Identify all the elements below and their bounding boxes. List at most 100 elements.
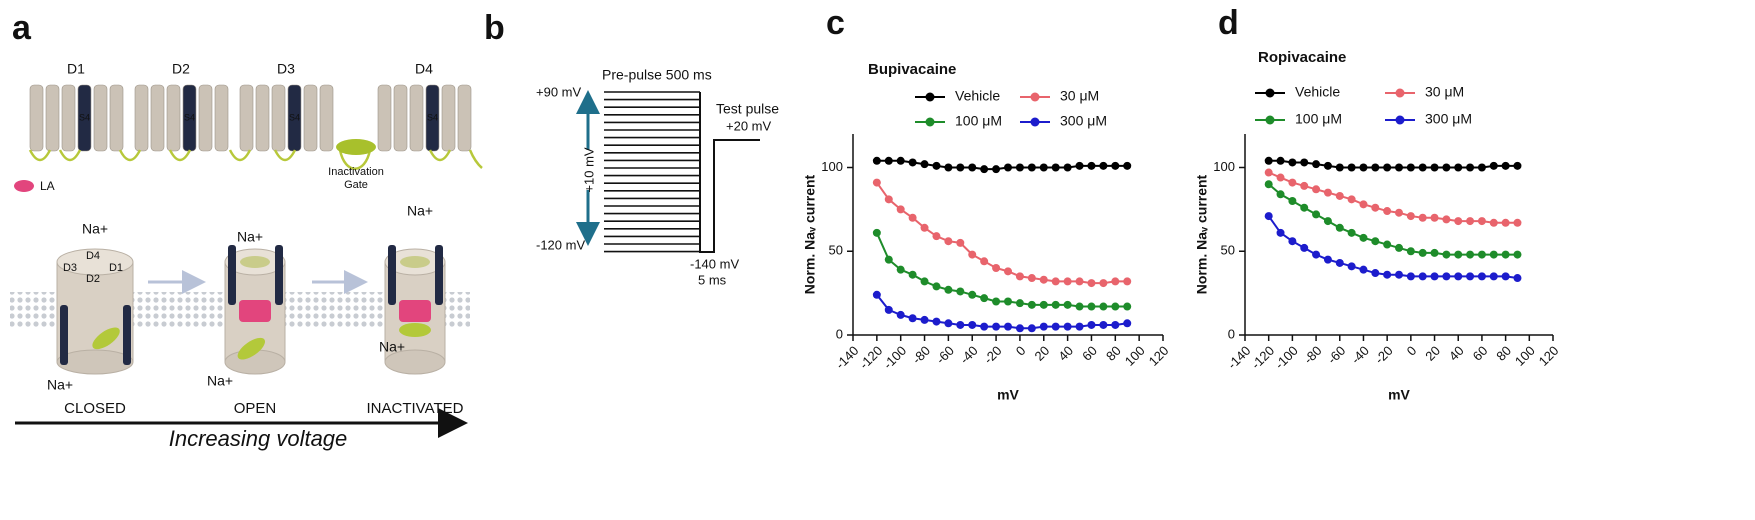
data-point: [1015, 324, 1024, 333]
s4-helix: [425, 84, 440, 152]
test-pulse-label: +20 mV: [726, 118, 771, 133]
data-point: [956, 320, 965, 329]
data-point: [968, 290, 977, 299]
data-point: [1087, 302, 1096, 311]
data-point: [1323, 255, 1332, 264]
data-point: [1513, 161, 1522, 170]
helix: [134, 84, 149, 152]
data-point: [1099, 302, 1108, 311]
x-tick-label: -140: [1225, 343, 1254, 372]
y-tick-label: 50: [1221, 243, 1235, 258]
data-point: [1051, 163, 1060, 172]
series-line: [875, 232, 1128, 308]
sensor-rod: [388, 245, 396, 305]
data-point: [1004, 297, 1012, 306]
data-point: [1051, 322, 1060, 331]
data-point: [1430, 272, 1439, 281]
x-tick-label: -20: [1372, 343, 1396, 367]
pore-domain-label: D3: [63, 262, 77, 274]
data-point: [1111, 161, 1120, 170]
helix: [61, 84, 76, 152]
y-tick-label: 50: [829, 243, 843, 258]
panel-label: d: [1218, 4, 1239, 42]
y-tick-label: 0: [1228, 326, 1235, 341]
data-point: [1276, 156, 1285, 165]
legend-label: 30 μM: [1425, 84, 1464, 100]
data-point: [1312, 185, 1321, 194]
data-point: [1430, 213, 1439, 222]
data-point: [1347, 195, 1356, 204]
data-point: [896, 156, 905, 165]
pore: [400, 256, 430, 268]
data-point: [1087, 279, 1096, 288]
s4-label: S4: [427, 112, 438, 122]
ligand-icon: [14, 180, 34, 192]
data-point: [1264, 212, 1273, 221]
panel-label: c: [826, 4, 845, 42]
x-tick-label: 0: [1404, 343, 1420, 359]
data-point: [896, 310, 905, 319]
prepulse-label: Pre-pulse 500 ms: [602, 67, 712, 83]
data-point: [1111, 320, 1120, 329]
data-point: [1335, 258, 1344, 267]
hold-label: -140 mV: [690, 256, 739, 271]
legend-marker: [1265, 115, 1275, 125]
data-point: [1466, 272, 1475, 281]
channels: [56, 245, 446, 375]
helix: [150, 84, 165, 152]
gate: [399, 323, 431, 337]
data-point: [1075, 277, 1084, 286]
data-point: [908, 314, 917, 323]
gate: [92, 327, 120, 350]
x-tick-label: 0: [1013, 343, 1029, 359]
data-point: [1430, 248, 1439, 257]
x-axis-label: mV: [1388, 387, 1410, 403]
data-point: [1051, 277, 1060, 286]
data-point: [1027, 300, 1036, 309]
data-point: [1371, 269, 1380, 278]
data-point: [992, 165, 1001, 174]
data-point: [920, 315, 929, 324]
pore-domain-label: D1: [109, 262, 123, 274]
channel-top: [56, 248, 134, 276]
test-pulse-label: Test pulse: [716, 101, 779, 117]
helix: [29, 84, 44, 152]
data-point: [932, 282, 941, 291]
data-point: [872, 178, 881, 187]
data-point: [1288, 178, 1297, 187]
domain-label: D3: [277, 61, 295, 77]
data-point: [968, 250, 977, 259]
data-point: [1027, 274, 1036, 283]
x-tick-label: 40: [1055, 343, 1076, 364]
voltage-label: -120 mV: [536, 237, 585, 252]
data-point: [1123, 277, 1132, 286]
data-point: [980, 322, 989, 331]
legend-marker: [1265, 88, 1275, 98]
data-point: [932, 161, 941, 170]
data-point: [1489, 218, 1498, 227]
helix: [109, 84, 124, 152]
data-point: [1383, 207, 1392, 216]
data-point: [908, 270, 917, 279]
data-point: [920, 160, 929, 169]
voltage-axis-label: Increasing voltage: [169, 426, 348, 451]
data-point: [1063, 300, 1072, 309]
data-point: [1489, 250, 1498, 259]
data-point: [1264, 156, 1273, 165]
s4-label: S4: [289, 112, 300, 122]
legend-marker: [925, 117, 935, 127]
data-point: [1359, 265, 1368, 274]
x-tick-label: -60: [1324, 343, 1348, 367]
y-tick-label: 0: [836, 326, 843, 341]
x-tick-label: -120: [1248, 343, 1277, 372]
data-point: [944, 285, 953, 294]
data-point: [896, 205, 905, 214]
data-point: [1300, 203, 1309, 212]
legend-marker: [1030, 117, 1040, 127]
data-point: [1371, 203, 1380, 212]
data-point: [1371, 237, 1380, 246]
data-point: [1513, 250, 1522, 259]
data-point: [956, 238, 965, 247]
series-line: [1268, 183, 1518, 256]
gate-label: Inactivation: [328, 166, 384, 178]
